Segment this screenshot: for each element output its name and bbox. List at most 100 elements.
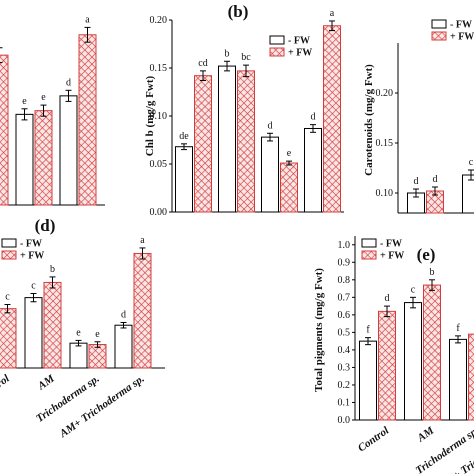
x-tick-label: AM: [35, 372, 58, 393]
bar: [0, 308, 17, 369]
y-axis-label: Chl b (mg/g Fwt): [144, 75, 156, 156]
significance-letter: e: [22, 96, 27, 107]
bar: [261, 136, 279, 213]
legend-label: - FW: [20, 239, 42, 250]
bar: [423, 284, 441, 421]
significance-letter: d: [121, 309, 126, 320]
bar: [404, 302, 422, 421]
y-tick-label: 0.05: [150, 159, 168, 170]
bar: [378, 310, 396, 421]
significance-letter: cd: [198, 58, 207, 69]
bar: [0, 54, 9, 206]
y-tick-label: 0.8: [338, 275, 351, 286]
legend-label: + FW: [20, 251, 44, 262]
y-tick-label: 0.10: [150, 111, 168, 122]
bar: [359, 340, 377, 421]
legend-label: - FW: [380, 239, 402, 250]
x-tick-label: Control: [356, 424, 392, 454]
significance-letter: de: [179, 131, 189, 142]
bar: [59, 95, 78, 206]
significance-letter: bc: [241, 52, 251, 63]
significance-letter: e: [287, 148, 292, 159]
y-tick-label: 0.15: [150, 63, 168, 74]
legend-label: + FW: [450, 32, 474, 43]
y-axis-label: Total pigments (mg/g Fwt): [313, 268, 325, 392]
significance-letter: f: [366, 325, 370, 336]
significance-letter: a: [85, 14, 90, 25]
significance-letter: c: [469, 157, 474, 168]
legend-swatch: [269, 47, 285, 57]
significance-letter: c: [31, 280, 36, 291]
legend-swatch: [361, 250, 377, 260]
bar: [462, 174, 474, 214]
bar: [323, 25, 341, 213]
legend-label: + FW: [380, 251, 404, 262]
y-tick-label: 0.5: [338, 327, 351, 338]
y-tick-label: 0.9: [338, 257, 351, 268]
y-axis-label: Carotenoids (mg/g Fwt): [363, 64, 375, 176]
y-tick-label: 0.4: [338, 345, 351, 356]
bar: [15, 113, 34, 206]
significance-letter: c: [411, 284, 416, 295]
legend-swatch: [1, 238, 17, 248]
bar: [280, 162, 298, 213]
bar: [304, 127, 322, 213]
y-tick-label: 0.1: [338, 397, 351, 408]
bar: [133, 252, 152, 369]
bar: [449, 338, 467, 421]
significance-letter: d: [414, 176, 419, 187]
y-tick-label: 0.20: [376, 88, 394, 99]
bar: [218, 65, 236, 213]
panel-title: (d): [35, 216, 56, 235]
legend-label: - FW: [450, 20, 472, 31]
panel-title: (b): [228, 2, 249, 21]
bar: [78, 34, 97, 206]
bar: [88, 344, 107, 369]
significance-letter: b: [50, 264, 55, 275]
significance-letter: c: [5, 292, 10, 303]
y-tick-label: 0.00: [150, 207, 168, 218]
y-tick-label: 0.3: [338, 362, 351, 373]
legend-swatch: [1, 250, 17, 260]
panel-title: (e): [417, 245, 436, 264]
y-tick-label: 1.0: [338, 240, 351, 251]
y-tick-label: 0.7: [338, 292, 351, 303]
significance-letter: d: [433, 174, 438, 185]
bar: [468, 333, 474, 421]
x-tick-label: AM+ Trichoderma sp.: [57, 373, 147, 441]
significance-letter: d: [268, 120, 273, 131]
legend-label: + FW: [288, 48, 312, 59]
bar: [34, 110, 53, 206]
significance-letter: b: [225, 48, 230, 59]
significance-letter: e: [95, 329, 100, 340]
y-tick-label: 0.2: [338, 380, 351, 391]
y-tick-label: 0.20: [150, 15, 168, 26]
bar: [175, 146, 193, 213]
significance-letter: d: [66, 77, 71, 88]
y-tick-label: 0.6: [338, 310, 351, 321]
x-tick-label: AM: [414, 424, 437, 445]
y-tick-label: 0.15: [376, 138, 394, 149]
significance-letter: e: [41, 92, 46, 103]
legend-swatch: [269, 35, 285, 45]
significance-letter: b: [430, 267, 435, 278]
significance-letter: d: [385, 293, 390, 304]
legend-swatch: [361, 238, 377, 248]
bar: [114, 324, 133, 369]
bar: [24, 297, 43, 369]
bar: [69, 342, 88, 369]
significance-letter: a: [140, 235, 145, 246]
significance-letter: a: [330, 8, 335, 19]
bar: [43, 281, 62, 369]
bar: [237, 70, 255, 213]
y-tick-label: 0.10: [376, 188, 394, 199]
significance-letter: e: [76, 327, 81, 338]
legend-swatch: [431, 31, 447, 41]
x-tick-label: Control: [0, 372, 12, 402]
bar: [194, 75, 212, 213]
legend-label: - FW: [288, 36, 310, 47]
significance-letter: f: [456, 323, 460, 334]
y-tick-label: 0.0: [338, 415, 351, 426]
legend-swatch: [431, 19, 447, 29]
